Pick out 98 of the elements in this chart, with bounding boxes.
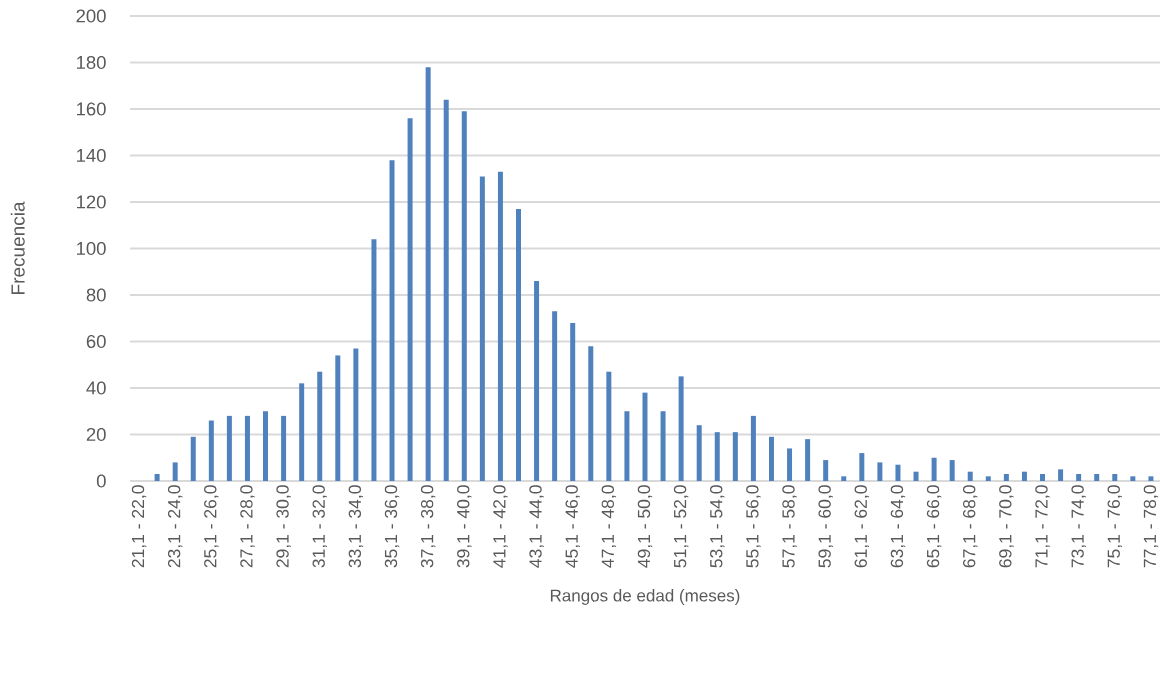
bar — [389, 160, 395, 481]
y-tick-label: 60 — [86, 334, 106, 349]
bar — [534, 281, 540, 481]
x-tick-label: 65,1 - 66,0 — [926, 485, 942, 568]
bar — [190, 436, 196, 481]
x-tick-label: 45,1 - 46,0 — [565, 485, 580, 568]
bar — [226, 415, 232, 481]
x-tick-label: 69,1 - 70,0 — [999, 485, 1014, 568]
x-tick-label: 27,1 - 28,0 — [240, 485, 255, 568]
bar — [172, 462, 178, 481]
y-tick-label: 160 — [77, 102, 106, 116]
y-tick-label: 200 — [76, 9, 106, 23]
x-tick-label: 37,1 - 38,0 — [420, 485, 436, 568]
x-tick-label: 63,1 - 64,0 — [890, 485, 906, 568]
x-tick-label: 43,1 - 44,0 — [529, 485, 544, 568]
bar — [497, 171, 503, 481]
x-axis-title: Rangos de edad (meses) — [550, 589, 740, 605]
x-tick-label: 73,1 - 74,0 — [1071, 485, 1086, 568]
bar — [1021, 471, 1027, 481]
bar — [913, 471, 919, 481]
bar — [696, 425, 702, 481]
bar — [1130, 476, 1136, 481]
bar — [154, 474, 160, 481]
bar — [407, 118, 413, 481]
bar — [371, 239, 377, 481]
x-tick-label: 77,1 - 78,0 — [1143, 485, 1159, 568]
x-tick-label: 31,1 - 32,0 — [312, 485, 327, 568]
y-tick-label: 80 — [86, 288, 106, 302]
bar — [281, 415, 287, 481]
x-tick-label: 23,1 - 24,0 — [167, 485, 183, 568]
bar — [859, 453, 865, 481]
bar — [660, 411, 666, 481]
x-tick-label: 57,1 - 58,0 — [782, 485, 797, 568]
bar — [299, 383, 305, 481]
y-tick-label: 0 — [96, 474, 106, 488]
x-tick-label: 21,1 - 22,0 — [131, 485, 147, 568]
x-tick-label: 59,1 - 60,0 — [818, 485, 833, 568]
x-tick-label: 51,1 - 52,0 — [673, 485, 689, 568]
bar — [714, 432, 720, 481]
bar — [841, 476, 847, 481]
x-tick-label: 55,1 - 56,0 — [746, 485, 761, 568]
bar — [678, 376, 684, 481]
bar — [787, 448, 793, 481]
bar — [967, 471, 973, 481]
bar — [353, 348, 359, 481]
x-tick-label: 67,1 - 68,0 — [963, 485, 978, 568]
bar — [335, 355, 341, 481]
y-tick-label: 20 — [86, 427, 106, 442]
x-tick-label: 29,1 - 30,0 — [276, 485, 291, 568]
bar — [805, 439, 811, 481]
x-tick-label: 49,1 - 50,0 — [637, 485, 653, 568]
bar — [244, 415, 250, 481]
bar — [588, 346, 594, 481]
bar — [479, 176, 485, 481]
bar — [317, 371, 323, 481]
x-tick-label: 53,1 - 54,0 — [710, 485, 725, 568]
bar — [1094, 474, 1100, 481]
bar — [1058, 469, 1064, 481]
bar — [895, 464, 901, 481]
y-tick-label: 120 — [77, 195, 106, 209]
x-tick-label: 61,1 - 62,0 — [854, 485, 870, 568]
x-tick-label: 33,1 - 34,0 — [348, 485, 364, 568]
bar — [443, 99, 449, 481]
bar — [570, 322, 576, 481]
bar — [1148, 476, 1154, 481]
x-tick-label: 71,1 - 72,0 — [1035, 485, 1050, 568]
bar — [768, 436, 774, 481]
y-tick-label: 180 — [77, 55, 106, 70]
bar — [552, 311, 558, 481]
x-tick-label: 25,1 - 26,0 — [204, 485, 219, 568]
bar — [1003, 474, 1009, 481]
y-tick-label: 140 — [77, 148, 106, 163]
bar — [461, 111, 467, 481]
bar — [263, 411, 269, 481]
bar — [949, 460, 955, 481]
x-tick-label: 35,1 - 36,0 — [384, 485, 400, 568]
x-tick-label: 41,1 - 42,0 — [493, 485, 508, 568]
bar — [732, 432, 738, 481]
bar — [208, 420, 214, 481]
bar — [1112, 474, 1118, 481]
bar — [642, 392, 648, 481]
bar — [624, 411, 630, 481]
bar — [750, 415, 756, 481]
y-tick-label: 40 — [86, 381, 106, 395]
bar — [425, 67, 431, 481]
bar — [877, 462, 883, 481]
y-axis-title: Frecuencia — [10, 201, 25, 294]
bar — [931, 457, 937, 481]
bar — [516, 208, 521, 481]
x-tick-label: 39,1 - 40,0 — [457, 485, 472, 568]
bar — [1040, 474, 1046, 481]
bar — [606, 371, 612, 481]
x-tick-label: 47,1 - 48,0 — [601, 485, 617, 568]
x-tick-label: 75,1 - 76,0 — [1107, 485, 1123, 568]
bar — [1076, 474, 1082, 481]
bar — [823, 460, 829, 481]
bar — [985, 476, 991, 481]
y-tick-label: 100 — [77, 241, 106, 256]
